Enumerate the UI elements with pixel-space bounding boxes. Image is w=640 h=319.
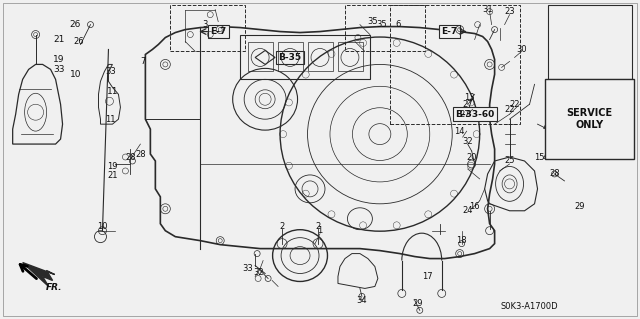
Text: 19: 19 xyxy=(53,55,64,64)
Text: 36: 36 xyxy=(612,40,623,49)
Text: 14: 14 xyxy=(454,127,465,136)
Text: 13: 13 xyxy=(465,93,475,102)
Text: 33: 33 xyxy=(105,67,116,76)
Bar xyxy=(248,41,273,71)
Text: FR.: FR. xyxy=(45,284,62,293)
Text: B-33-60: B-33-60 xyxy=(455,110,494,119)
Text: 27: 27 xyxy=(460,110,470,119)
Text: 3: 3 xyxy=(203,20,208,29)
Text: 44: 44 xyxy=(594,137,605,145)
Text: 45: 45 xyxy=(544,87,555,96)
Text: 29: 29 xyxy=(574,202,585,211)
Text: 23: 23 xyxy=(504,7,515,16)
Text: 35: 35 xyxy=(367,17,378,26)
Text: 27: 27 xyxy=(462,100,473,109)
Text: 31: 31 xyxy=(483,5,493,14)
Text: 11: 11 xyxy=(107,87,118,96)
Text: 38: 38 xyxy=(612,63,623,72)
Text: 28: 28 xyxy=(549,169,560,178)
Text: 45: 45 xyxy=(559,143,570,152)
Text: E-7: E-7 xyxy=(210,27,227,36)
Text: 10: 10 xyxy=(70,70,81,79)
Text: 33: 33 xyxy=(53,65,64,74)
Text: B-35: B-35 xyxy=(278,53,301,62)
Text: 26: 26 xyxy=(70,20,81,29)
Bar xyxy=(240,34,370,79)
Text: 28: 28 xyxy=(135,150,146,159)
Text: 44: 44 xyxy=(556,135,567,144)
Text: 12: 12 xyxy=(549,80,560,89)
Text: 43: 43 xyxy=(574,113,585,122)
Bar xyxy=(390,5,520,124)
Text: 24: 24 xyxy=(463,206,473,215)
Bar xyxy=(345,5,425,51)
Text: 32: 32 xyxy=(462,137,473,145)
Text: 38: 38 xyxy=(564,70,575,79)
Text: 17: 17 xyxy=(422,272,433,281)
Text: 28: 28 xyxy=(125,152,136,161)
Text: 39: 39 xyxy=(572,140,583,149)
Bar xyxy=(547,5,632,79)
Text: 15: 15 xyxy=(534,152,545,161)
Text: 18: 18 xyxy=(456,236,467,245)
Text: 1: 1 xyxy=(317,226,323,235)
Text: 21: 21 xyxy=(53,35,64,44)
Text: 37: 37 xyxy=(574,53,585,62)
Text: 29: 29 xyxy=(413,299,423,308)
Text: 11: 11 xyxy=(105,115,116,124)
Text: 21: 21 xyxy=(108,171,118,181)
Text: 26: 26 xyxy=(73,37,84,46)
Text: 37: 37 xyxy=(612,27,623,36)
Text: 2: 2 xyxy=(316,222,321,231)
Text: E-7: E-7 xyxy=(442,27,458,36)
Text: 34: 34 xyxy=(356,296,367,305)
Text: S0K3-A1700D: S0K3-A1700D xyxy=(500,302,558,311)
Bar xyxy=(170,5,245,51)
Text: 2: 2 xyxy=(280,222,285,231)
Bar xyxy=(338,41,363,71)
Text: SERVICE
ONLY: SERVICE ONLY xyxy=(566,108,612,130)
Bar xyxy=(308,41,333,71)
Text: 42: 42 xyxy=(542,122,553,132)
Bar xyxy=(545,79,634,159)
Text: 22: 22 xyxy=(509,100,520,109)
Text: 36: 36 xyxy=(574,65,585,74)
Text: 30: 30 xyxy=(516,45,527,54)
Text: 35: 35 xyxy=(376,20,387,29)
Text: 20: 20 xyxy=(467,152,477,161)
Text: 32: 32 xyxy=(253,268,264,277)
Text: 6: 6 xyxy=(395,20,401,29)
Text: 25: 25 xyxy=(504,157,515,166)
Text: 10: 10 xyxy=(97,222,108,231)
Bar xyxy=(278,41,303,71)
Text: 16: 16 xyxy=(469,202,480,211)
Polygon shape xyxy=(22,263,54,286)
Text: 7: 7 xyxy=(141,57,146,66)
Text: 41: 41 xyxy=(542,152,553,161)
Text: 33: 33 xyxy=(243,264,253,273)
Text: 22: 22 xyxy=(504,105,515,114)
Text: 19: 19 xyxy=(108,162,118,172)
Text: 40: 40 xyxy=(572,127,582,136)
